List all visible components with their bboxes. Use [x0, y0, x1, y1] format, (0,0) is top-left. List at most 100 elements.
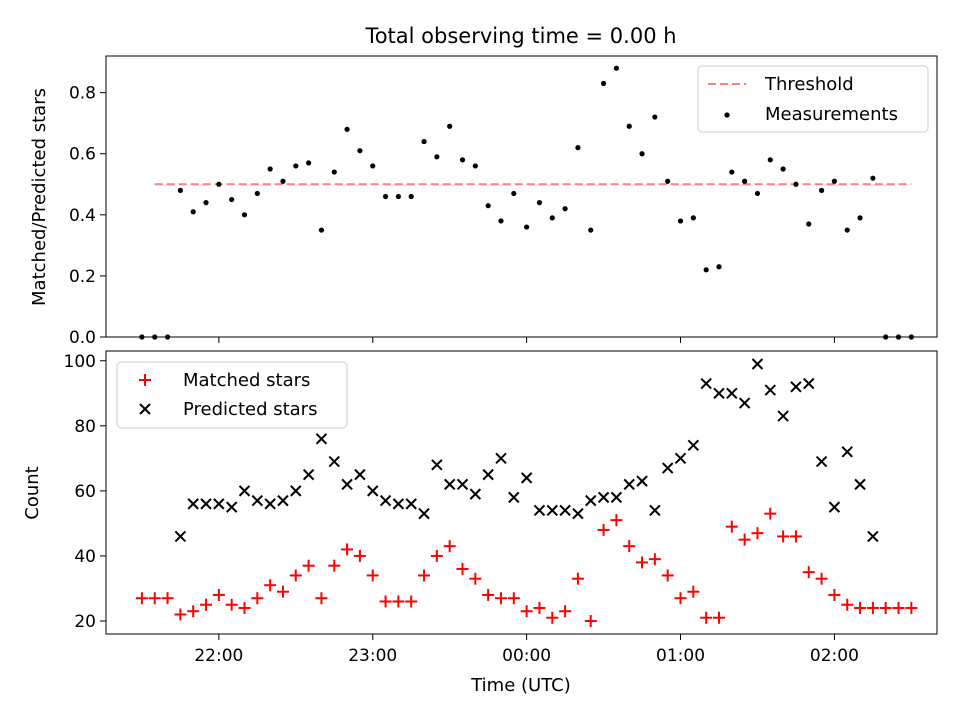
measurement-point	[216, 181, 222, 187]
predicted-point	[623, 478, 635, 491]
matched-point	[841, 598, 854, 611]
bottom-y-tick-label: 100	[64, 352, 96, 372]
matched-point	[264, 579, 277, 592]
measurement-point	[434, 154, 440, 160]
predicted-point	[290, 485, 302, 497]
matched-point	[174, 608, 187, 621]
x-tick-label: 23:00	[348, 646, 397, 666]
measurement-point	[485, 203, 491, 209]
matched-point	[725, 520, 738, 533]
matched-point	[315, 592, 328, 605]
predicted-point	[841, 446, 853, 458]
matched-point	[276, 585, 289, 598]
matched-point	[366, 569, 379, 582]
predicted-point	[559, 504, 571, 517]
measurement-point	[395, 193, 401, 200]
measurement-point	[729, 169, 735, 175]
x-tick-label: 02:00	[810, 646, 859, 666]
measurement-point	[562, 206, 568, 212]
measurement-point	[331, 169, 337, 175]
legend-matched-marker	[139, 374, 151, 386]
matched-point	[225, 598, 238, 611]
measurement-point	[575, 145, 581, 151]
predicted-point	[674, 452, 687, 465]
matched-point	[571, 572, 584, 585]
predicted-point	[328, 455, 340, 468]
measurement-point	[690, 215, 696, 221]
matched-point	[353, 549, 366, 562]
predicted-point	[764, 384, 776, 396]
predicted-point	[213, 498, 225, 510]
measurement-point	[652, 114, 658, 120]
measurement-point	[716, 264, 722, 270]
predicted-point	[238, 485, 251, 497]
matched-point	[328, 559, 341, 572]
measurement-point	[203, 200, 209, 206]
predicted-point	[379, 494, 392, 507]
measurement-point	[818, 187, 825, 193]
measurement-point	[357, 148, 363, 154]
matched-point	[482, 588, 495, 601]
predicted-point	[469, 488, 482, 500]
measurement-point	[382, 193, 389, 200]
predicted-point	[200, 498, 212, 510]
x-tick-label: 01:00	[656, 646, 705, 666]
bottom-axes-frame	[105, 350, 938, 635]
measurement-point	[139, 334, 145, 340]
predicted-point	[431, 459, 443, 471]
measurement-point	[152, 334, 158, 340]
chart-title: Total observing time = 0.00 h	[364, 24, 676, 48]
matched-point	[661, 569, 674, 582]
matched-point	[866, 601, 879, 614]
matched-point	[610, 514, 623, 527]
top-y-tick-label: 0.6	[69, 145, 96, 165]
matched-point	[456, 562, 469, 575]
predicted-point	[649, 504, 661, 517]
matched-point	[815, 572, 828, 585]
measurement-point	[780, 166, 786, 172]
matched-point	[161, 592, 174, 605]
matched-point	[289, 569, 302, 582]
top-y-tick-label: 0.4	[69, 206, 96, 226]
predicted-point	[277, 494, 289, 507]
matched-point	[905, 601, 918, 614]
measurement-point	[472, 163, 478, 169]
measurement-point	[844, 227, 850, 233]
measurement-point	[306, 160, 312, 166]
matched-point	[738, 533, 751, 546]
matched-point	[854, 601, 867, 614]
predicted-point	[803, 377, 815, 390]
matched-point	[700, 611, 713, 624]
matched-point	[392, 595, 405, 608]
matched-point	[802, 566, 815, 579]
measurement-point	[639, 151, 645, 157]
measurement-point	[177, 187, 183, 193]
predicted-point	[585, 494, 597, 507]
predicted-point	[790, 381, 802, 393]
predicted-point	[418, 507, 430, 520]
predicted-point	[264, 498, 276, 510]
measurement-point	[447, 123, 453, 129]
measurement-point	[665, 178, 671, 184]
matched-point	[302, 559, 315, 572]
measurement-point	[498, 218, 504, 224]
measurement-point	[536, 200, 543, 206]
measurement-point	[241, 212, 248, 218]
matched-point	[777, 530, 790, 543]
top-y-axis-label: Matched/Predicted stars	[29, 88, 50, 306]
predicted-point	[533, 504, 546, 517]
predicted-point	[854, 478, 866, 491]
predicted-point	[520, 472, 533, 484]
predicted-point	[661, 462, 674, 474]
top-axes: 0.00.20.40.60.8 Matched/Predicted stars …	[29, 55, 938, 348]
measurement-point	[613, 65, 619, 71]
top-y-tick-label: 0.8	[69, 84, 96, 104]
matched-point	[623, 540, 636, 553]
matched-point	[584, 614, 597, 627]
matched-point	[648, 553, 661, 566]
measurement-point	[459, 157, 466, 163]
measurement-point	[754, 190, 761, 197]
matched-point	[879, 601, 892, 614]
predicted-point	[495, 452, 507, 465]
matched-point	[187, 605, 200, 618]
